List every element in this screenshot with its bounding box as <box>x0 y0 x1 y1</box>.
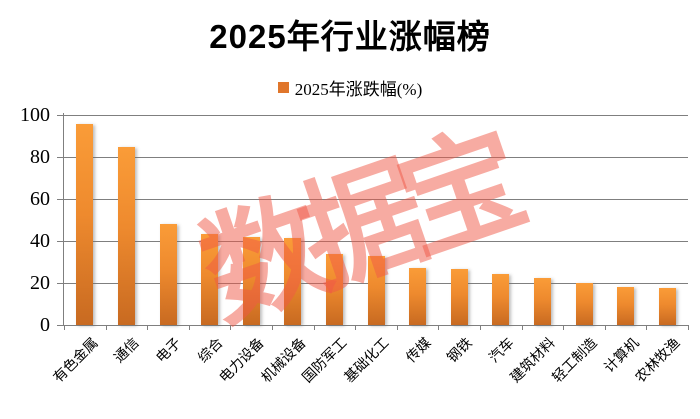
x-axis-tick-6 <box>313 325 315 330</box>
x-axis-tick-2 <box>147 325 149 330</box>
bar-轻工制造 <box>575 283 593 325</box>
bar-基础化工 <box>367 255 385 325</box>
x-axis-tick-4 <box>230 325 232 330</box>
x-axis-label-农林牧渔: 农林牧渔 <box>633 335 684 387</box>
x-axis-label-汽车: 汽车 <box>486 335 518 367</box>
gridline-60 <box>64 198 688 200</box>
chart-title: 2025年行业涨幅榜 <box>209 18 491 55</box>
x-axis-tick-0 <box>64 325 65 330</box>
y-axis-tick-100 <box>57 115 64 116</box>
x-axis-label-基础化工: 基础化工 <box>342 335 393 387</box>
bar-汽车 <box>492 273 510 325</box>
y-axis-label-0: 0 <box>40 314 50 336</box>
y-axis-line <box>63 113 64 326</box>
x-axis-tick-1 <box>105 325 107 330</box>
bar-建筑材料 <box>533 277 551 325</box>
bar-通信 <box>117 146 135 325</box>
legend: 2025年涨跌幅(%) <box>0 76 700 99</box>
x-axis-tick-12 <box>563 325 565 330</box>
x-axis-tick-9 <box>438 325 440 330</box>
x-axis-label-建筑材料: 建筑材料 <box>508 335 559 387</box>
x-axis-label-有色金属: 有色金属 <box>51 335 102 387</box>
plot-area <box>63 113 689 326</box>
gridline-100 <box>64 114 688 116</box>
bar-电子 <box>159 224 177 325</box>
y-axis-tick-40 <box>57 241 64 242</box>
x-axis-tick-8 <box>396 325 398 330</box>
bar-有色金属 <box>76 124 94 325</box>
x-axis-tick-15 <box>688 325 689 330</box>
x-axis-label-传媒: 传媒 <box>403 335 435 367</box>
x-axis-label-轻工制造: 轻工制造 <box>550 335 601 387</box>
x-axis-tick-11 <box>521 325 523 330</box>
x-axis-label-通信: 通信 <box>112 335 143 367</box>
x-axis-tick-10 <box>480 325 481 330</box>
bar-机械设备 <box>284 237 302 325</box>
x-axis-line <box>63 325 689 326</box>
y-axis-label-40: 40 <box>30 230 50 252</box>
legend-label: 2025年涨跌幅(%) <box>294 79 423 99</box>
bar-钢铁 <box>450 269 468 325</box>
y-axis-label-60: 60 <box>30 188 50 210</box>
x-axis-label-电力设备: 电力设备 <box>217 335 268 387</box>
x-axis-tick-7 <box>355 325 357 330</box>
x-axis-label-机械设备: 机械设备 <box>259 335 310 387</box>
legend-swatch-icon <box>277 81 289 93</box>
x-axis-tick-3 <box>188 325 190 330</box>
bar-综合 <box>201 233 219 325</box>
bar-电力设备 <box>242 236 260 325</box>
y-axis-label-80: 80 <box>30 146 50 168</box>
x-axis-tick-13 <box>604 325 606 330</box>
bar-农林牧渔 <box>658 288 676 325</box>
x-axis-label-国防军工: 国防军工 <box>300 335 351 387</box>
x-axis-label-综合: 综合 <box>195 335 227 367</box>
x-axis-tick-5 <box>272 325 273 330</box>
bar-国防军工 <box>325 253 343 325</box>
y-axis-tick-0 <box>57 325 64 326</box>
bar-传媒 <box>409 268 427 325</box>
x-axis-tick-14 <box>646 325 648 330</box>
y-axis-tick-20 <box>57 283 64 284</box>
y-axis-tick-60 <box>57 199 64 200</box>
gridline-80 <box>64 156 688 158</box>
y-axis-tick-80 <box>57 157 64 158</box>
x-axis-label-钢铁: 钢铁 <box>445 335 476 367</box>
x-axis-label-电子: 电子 <box>154 335 185 367</box>
y-axis-label-100: 100 <box>20 104 50 126</box>
gridline-40 <box>64 240 688 242</box>
bar-计算机 <box>617 287 635 325</box>
y-axis-label-20: 20 <box>30 272 50 294</box>
